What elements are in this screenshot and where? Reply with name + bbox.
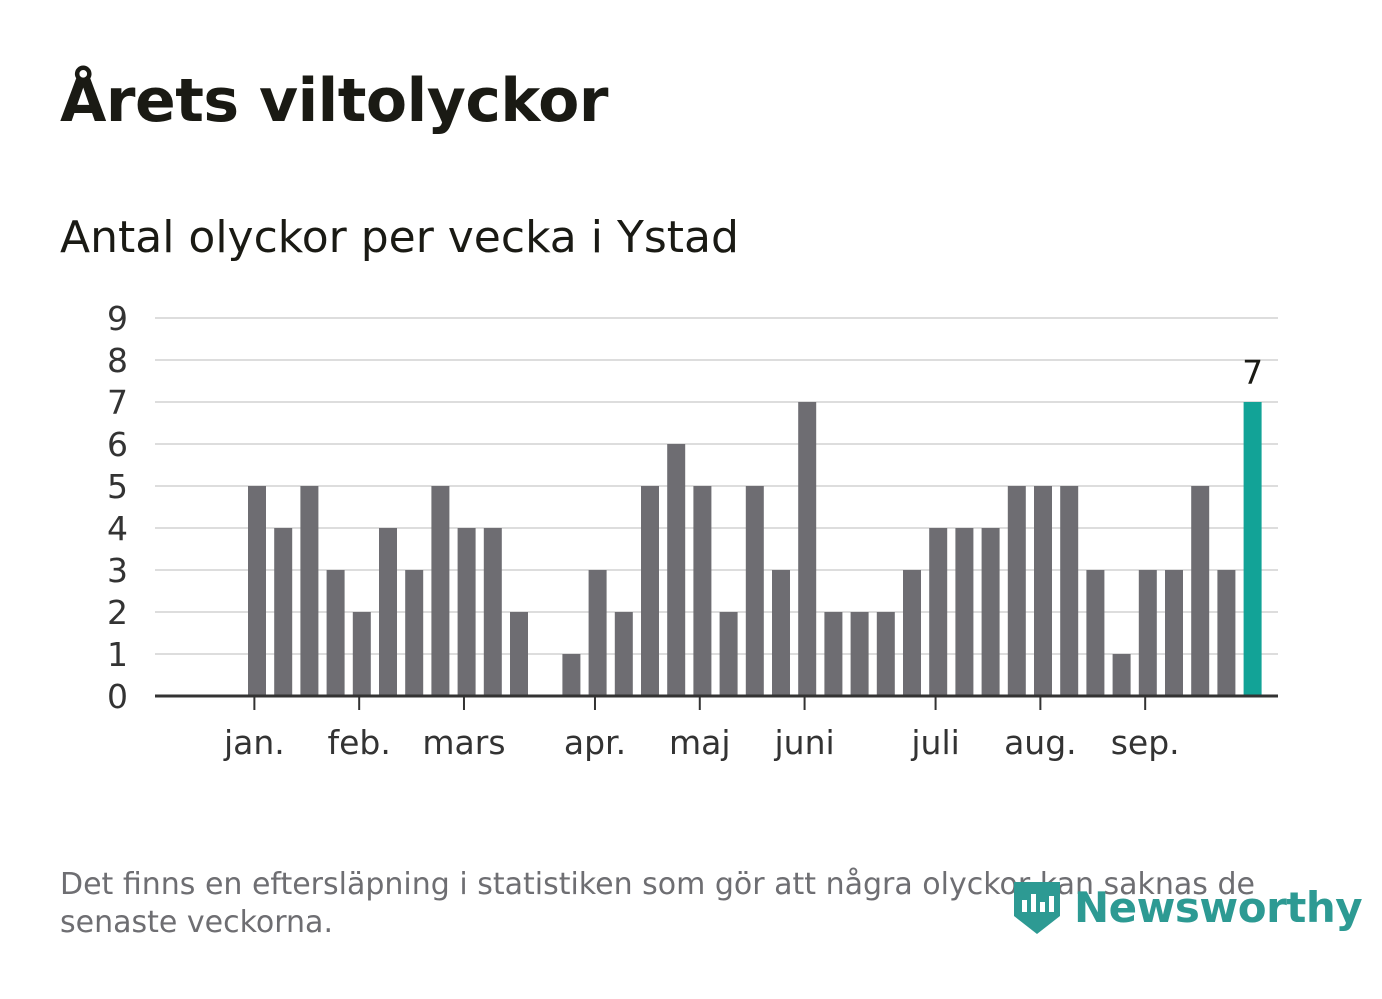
gridlines (155, 317, 1278, 655)
bar (326, 570, 345, 696)
y-tick-label: 7 (107, 383, 128, 422)
x-tick-label: jan. (223, 723, 285, 762)
bar (850, 612, 869, 696)
bar (614, 612, 633, 696)
bar (745, 486, 764, 696)
x-tick-label: juli (910, 723, 959, 762)
chart-title: Årets viltolyckor (60, 66, 609, 136)
x-tick-label: sep. (1111, 723, 1180, 762)
bar (981, 528, 1000, 696)
bar (667, 444, 686, 696)
bar (1165, 570, 1183, 696)
bar (798, 402, 817, 696)
bar (1112, 654, 1131, 696)
x-tick-label: maj (669, 723, 731, 762)
y-tick-label: 1 (107, 635, 128, 674)
bar (1191, 486, 1210, 696)
highlight-value-label: 7 (1242, 353, 1263, 392)
bar (1217, 570, 1236, 696)
bar (562, 654, 581, 696)
y-tick-label: 4 (107, 509, 128, 548)
x-axis-ticks: jan. feb. mars apr. maj juni juli aug. sep. (223, 696, 1180, 762)
bar (1034, 486, 1052, 696)
bar (903, 570, 921, 696)
bar (929, 528, 948, 696)
bar (588, 570, 607, 696)
highlight-bar (1243, 402, 1262, 696)
chart-subtitle: Antal olyckor per vecka i Ystad (60, 212, 739, 263)
bar (641, 486, 659, 696)
bar (274, 528, 293, 696)
y-tick-label: 8 (107, 341, 128, 380)
bar (1086, 570, 1105, 696)
y-tick-label: 6 (107, 425, 128, 464)
y-tick-label: 0 (107, 677, 128, 716)
bar (352, 612, 371, 696)
bar (772, 570, 790, 696)
bar (431, 486, 450, 696)
bar (693, 486, 712, 696)
y-tick-label: 5 (107, 467, 128, 506)
x-tick-label: juni (773, 723, 834, 762)
y-tick-label: 9 (107, 299, 128, 338)
bar (510, 612, 528, 696)
y-tick-label: 3 (107, 551, 128, 590)
x-tick-label: feb. (328, 723, 391, 762)
bar (876, 612, 895, 696)
bar (824, 612, 843, 696)
bar (1007, 486, 1026, 696)
bar (483, 528, 502, 696)
bar (955, 528, 974, 696)
x-tick-label: aug. (1004, 723, 1077, 762)
bar (405, 570, 424, 696)
newsworthy-logo-icon (1014, 882, 1060, 934)
bar (457, 528, 476, 696)
x-tick-label: mars (422, 723, 505, 762)
bar (1060, 486, 1079, 696)
bar (1138, 570, 1157, 696)
x-tick-label: apr. (564, 723, 626, 762)
bars (248, 402, 1262, 696)
newsworthy-logo: Newsworthy (1010, 876, 1363, 938)
y-tick-label: 2 (107, 593, 128, 632)
bar (379, 528, 397, 696)
bar (300, 486, 319, 696)
newsworthy-logo-text: Newsworthy (1074, 882, 1363, 932)
bar (248, 486, 266, 696)
bar (719, 612, 738, 696)
